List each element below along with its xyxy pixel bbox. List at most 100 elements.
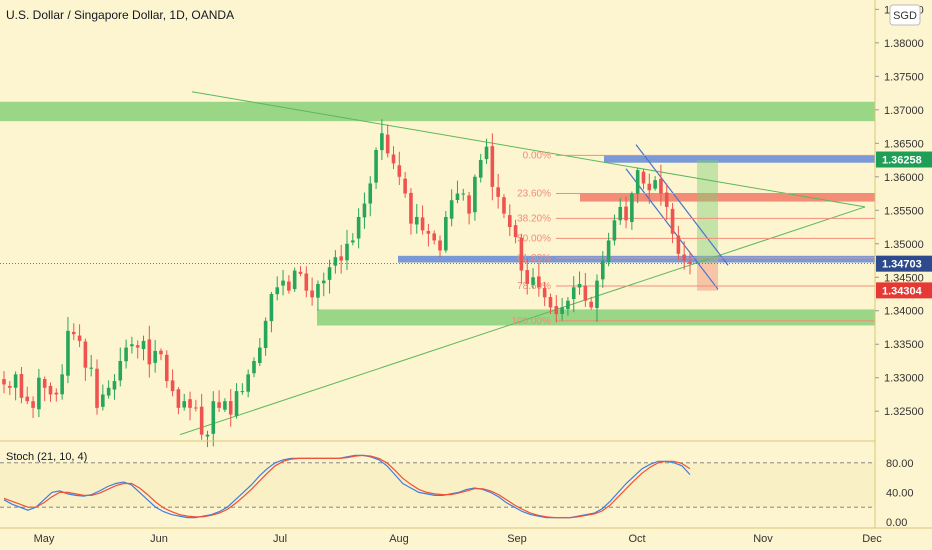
candle-body	[583, 285, 588, 301]
candle-body	[374, 150, 378, 183]
price-axis[interactable]: 1.385001.380001.375001.370001.365001.360…	[875, 4, 924, 418]
candle-body	[101, 394, 105, 407]
candles-layer	[2, 119, 692, 448]
price-tags: 1.36258 1.34703 1.34304	[876, 151, 932, 299]
descending-trendline	[191, 91, 866, 208]
candle-body	[66, 330, 70, 376]
candle-body	[339, 256, 343, 261]
price-tick-label: 1.38000	[884, 38, 924, 50]
time-tick-label: Oct	[628, 533, 645, 545]
candle-body	[130, 344, 134, 347]
candle-body	[333, 257, 338, 266]
candle-body	[141, 340, 146, 350]
fib-label: 78.60%	[517, 281, 551, 292]
price-tick-label: 1.36000	[884, 172, 924, 184]
candle-body	[345, 243, 349, 261]
candle-body	[595, 280, 599, 308]
candle-body	[228, 401, 233, 415]
time-tick-label: Jun	[150, 533, 168, 545]
candle-body	[403, 178, 407, 194]
candle-body	[13, 374, 18, 388]
stoch-band	[0, 462, 875, 508]
candle-body	[321, 280, 326, 284]
candle-body	[217, 402, 221, 408]
candle-body	[298, 271, 303, 274]
candle-body	[176, 389, 181, 408]
candle-body	[554, 306, 559, 315]
candle-body	[647, 183, 652, 191]
candle-body	[438, 240, 442, 251]
candle-body	[449, 200, 454, 219]
price-tick-label: 1.37000	[884, 105, 924, 117]
fib-label: 0.00%	[523, 150, 551, 161]
candle-body	[641, 171, 646, 184]
fib-label: 50.00%	[517, 233, 551, 244]
zones-layer	[0, 101, 875, 326]
candle-body	[275, 287, 280, 295]
stoch-tick-label: 40.00	[886, 487, 914, 499]
price-tick-label: 1.36500	[884, 138, 924, 150]
candle-body	[490, 146, 495, 187]
candle-body	[77, 335, 82, 341]
candle-body	[170, 380, 175, 392]
fib-retracement: 0.00% 23.60% 38.20% 50.00% 61.80% 78.60% 100.0…	[512, 150, 875, 327]
time-axis[interactable]: May Jun Jul Aug Sep Oct Nov Dec	[34, 533, 883, 545]
candle-body	[560, 307, 564, 314]
fib-label: 61.80%	[517, 253, 551, 264]
candle-body	[571, 287, 576, 300]
candle-body	[589, 301, 593, 308]
candle-body	[612, 220, 617, 241]
candle-body	[397, 165, 402, 177]
candle-body	[257, 347, 262, 363]
currency-badge-label: SGD	[893, 10, 917, 22]
price-tick-label: 1.32500	[884, 406, 924, 418]
candle-body	[380, 133, 384, 151]
price-tick-label: 1.34000	[884, 306, 924, 318]
channel-upper-line	[635, 144, 729, 266]
currency-badge[interactable]	[889, 4, 921, 26]
candle-body	[135, 345, 140, 348]
candle-body	[269, 294, 274, 322]
candle-body	[664, 192, 669, 207]
candle-body	[362, 203, 367, 218]
candle-body	[351, 240, 355, 243]
time-tick-label: Dec	[862, 533, 882, 545]
candle-body	[525, 270, 530, 284]
candle-body	[89, 367, 94, 369]
chart-title: U.S. Dollar / Singapore Dollar, 1D, OAND…	[6, 8, 234, 22]
candle-body	[112, 381, 117, 390]
candle-body	[147, 339, 152, 365]
candle-body	[676, 235, 681, 254]
candle-body	[566, 300, 570, 310]
candle-body	[391, 154, 396, 164]
stoch-line-d	[3, 454, 691, 519]
price-tick-label: 1.33500	[884, 339, 924, 351]
candle-body	[153, 350, 157, 363]
zone-support	[317, 309, 875, 326]
time-tick-label: Jul	[273, 533, 287, 545]
zone-pivot	[398, 255, 875, 263]
candle-body	[205, 434, 210, 437]
candle-body	[223, 401, 227, 410]
candle-body	[240, 391, 245, 393]
candle-body	[496, 187, 500, 197]
time-tick-label: May	[34, 533, 55, 545]
candle-body	[281, 280, 285, 286]
candle-body	[606, 240, 611, 263]
price-tick-label: 1.33000	[884, 373, 924, 385]
candle-body	[548, 297, 553, 308]
candle-body	[8, 385, 12, 388]
candle-body	[182, 401, 187, 408]
candle-body	[199, 406, 204, 435]
stoch-axis[interactable]: 80.00 40.00 0.00	[886, 458, 914, 529]
candle-body	[234, 391, 239, 416]
price-tick-label: 1.35500	[884, 205, 924, 217]
candle-body	[537, 276, 541, 288]
stoch-tick-label: 0.00	[886, 517, 907, 529]
candle-body	[502, 197, 506, 214]
candle-body	[455, 193, 460, 201]
candle-body	[356, 216, 361, 239]
candle-body	[95, 368, 99, 408]
